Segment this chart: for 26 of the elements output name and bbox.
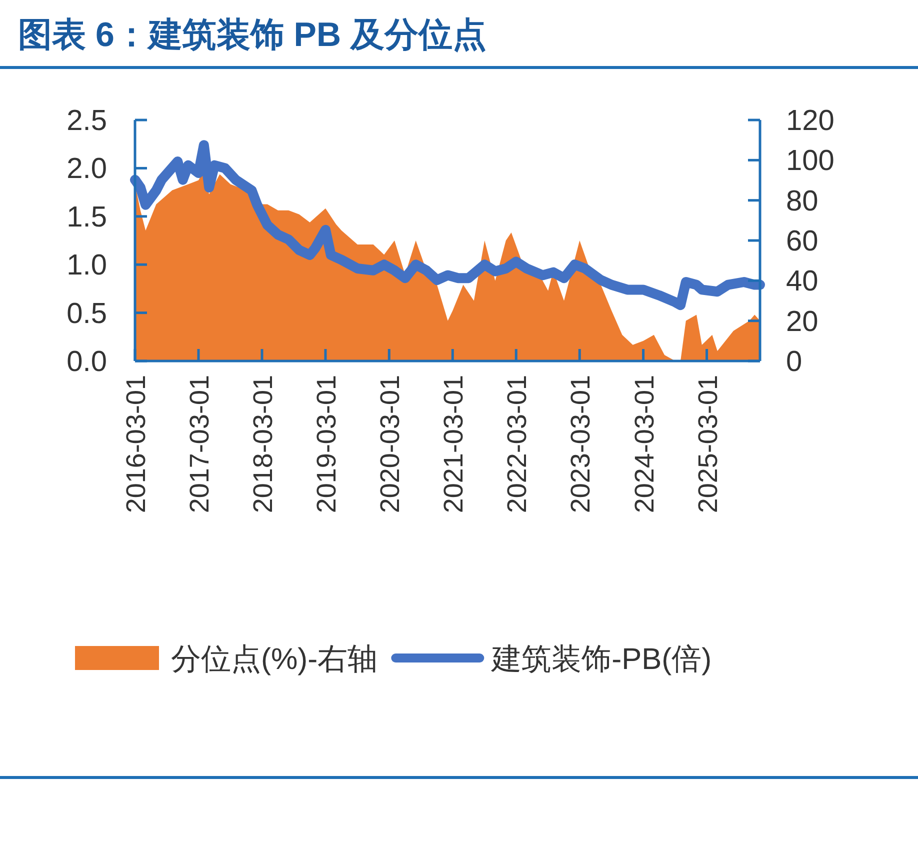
y2-tick-label: 40 (786, 266, 818, 298)
x-tick-label: 2025-03-01 (692, 375, 723, 514)
chart-title: 图表 6：建筑装饰 PB 及分位点 (18, 16, 486, 54)
y2-tick-label: 20 (786, 306, 818, 338)
x-tick-label: 2016-03-01 (121, 375, 151, 514)
y2-tick-label: 0 (786, 346, 802, 378)
y-tick-label: 0.0 (66, 346, 107, 378)
y2-tick-label: 100 (786, 145, 834, 178)
x-tick-label: 2020-03-01 (375, 375, 406, 514)
x-tick-label: 2023-03-01 (566, 375, 596, 514)
y-tick-label: 2.0 (66, 153, 107, 186)
legend-label: 分位点(%)-右轴 (171, 643, 378, 676)
y-tick-label: 2.5 (66, 105, 107, 137)
y-tick-label: 1.0 (66, 250, 107, 282)
legend-label: 建筑装饰-PB(倍) (490, 643, 712, 676)
x-tick-label: 2018-03-01 (248, 375, 278, 514)
y2-tick-label: 60 (786, 226, 818, 258)
x-tick-label: 2022-03-01 (502, 375, 532, 514)
x-tick-label: 2019-03-01 (311, 375, 342, 514)
y2-tick-label: 80 (786, 185, 818, 218)
y2-tick-label: 120 (786, 105, 834, 137)
x-tick-label: 2021-03-01 (438, 375, 469, 514)
x-tick-label: 2017-03-01 (184, 375, 214, 514)
y-tick-label: 0.5 (66, 298, 107, 330)
x-tick-label: 2024-03-01 (629, 375, 660, 514)
y-tick-label: 1.5 (66, 201, 107, 234)
